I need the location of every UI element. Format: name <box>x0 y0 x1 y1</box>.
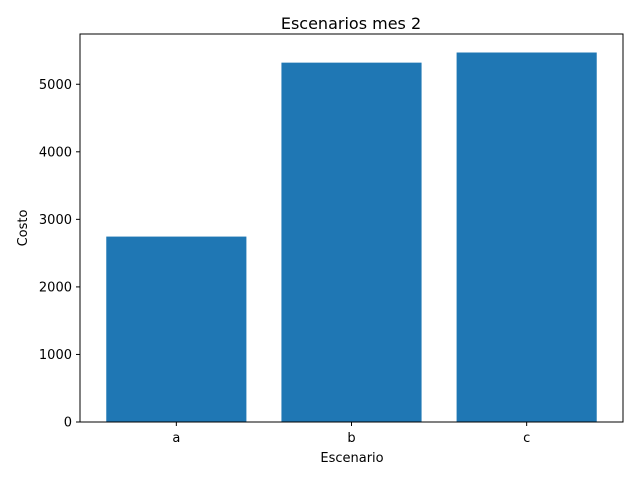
y-tick-label: 4000 <box>39 145 72 160</box>
bar-c <box>456 52 597 422</box>
x-tick-label: a <box>172 431 180 446</box>
bars-group <box>106 52 597 422</box>
x-axis-label: Escenario <box>320 451 383 466</box>
y-tick-label: 1000 <box>39 348 72 363</box>
y-axis-label: Costo <box>16 210 31 247</box>
x-tick-label: b <box>347 431 355 446</box>
y-axis-ticks: 0 1000 2000 3000 4000 5000 <box>39 78 80 431</box>
y-tick-label: 2000 <box>39 280 72 295</box>
x-tick-label: c <box>523 431 530 446</box>
y-tick-label: 0 <box>64 416 72 431</box>
y-tick-label: 3000 <box>39 213 72 228</box>
plot-frame <box>79 33 624 423</box>
x-axis-ticks: a b c <box>172 422 530 446</box>
y-tick-label: 5000 <box>39 78 72 93</box>
bar-b <box>281 62 422 422</box>
bar-a <box>106 236 247 422</box>
chart-title: Escenarios mes 2 <box>281 14 421 33</box>
